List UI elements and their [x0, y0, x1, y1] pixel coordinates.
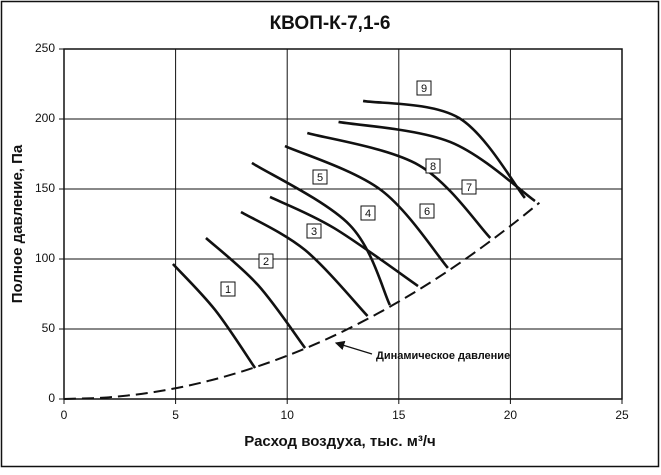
x-tick-label: 20 [504, 408, 518, 422]
curve-label: 6 [424, 206, 430, 218]
x-tick-label: 25 [615, 408, 629, 422]
y-tick-label: 150 [35, 181, 55, 195]
x-tick-label: 10 [281, 408, 295, 422]
fan-curve [240, 210, 369, 317]
x-axis-label: Расход воздуха, тыс. м³/ч [244, 433, 435, 450]
fan-curve [251, 161, 392, 306]
annotation-arrow [334, 340, 373, 355]
curve-label: 3 [311, 226, 317, 238]
fan-curve [171, 263, 257, 369]
fan-curve [284, 144, 449, 269]
fan-curve [362, 99, 526, 199]
curve-label-box [425, 158, 441, 174]
curve-label-box [306, 223, 322, 239]
y-tick-label: 50 [42, 321, 56, 335]
annotation: Динамическое давление [376, 350, 510, 362]
fan-curve [205, 237, 307, 349]
curve-label: 1 [225, 284, 231, 296]
curve-label: 5 [317, 172, 323, 184]
x-tick-label: 15 [392, 408, 406, 422]
curve-label-box [360, 205, 376, 221]
curve-label-box [419, 203, 435, 219]
curve-label-box [416, 80, 432, 96]
fan-curve [269, 195, 419, 288]
curve-label-box [220, 281, 236, 297]
y-tick-label: 250 [35, 41, 55, 55]
plot-area [63, 48, 623, 400]
curve-label: 4 [365, 208, 371, 220]
curve-label: 7 [466, 182, 472, 194]
curve-label-box [461, 179, 477, 195]
y-tick-label: 200 [35, 111, 55, 125]
x-tick-label: 5 [172, 408, 179, 422]
x-tick-label: 0 [61, 408, 68, 422]
curve-label-box [312, 169, 328, 185]
curve-label: 2 [263, 256, 269, 268]
fan-curve [306, 131, 492, 239]
y-axis-label: Полное давление, Па [9, 144, 26, 303]
curve-label: 9 [421, 83, 427, 95]
curve-label: 8 [430, 161, 436, 173]
y-tick-label: 0 [48, 391, 55, 405]
curve-label-box [258, 253, 274, 269]
dynamic-pressure-line [63, 201, 541, 400]
y-tick-label: 100 [35, 251, 55, 265]
chart-title: КВОП-К-7,1-6 [270, 13, 391, 34]
